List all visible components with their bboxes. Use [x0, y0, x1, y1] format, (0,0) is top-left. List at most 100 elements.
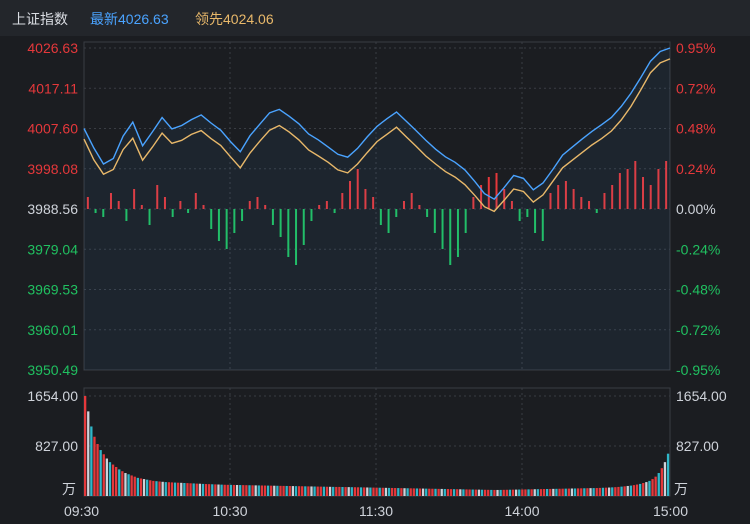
volume-bar — [601, 487, 605, 496]
volume-bar — [322, 486, 326, 496]
volume-bar — [350, 487, 353, 496]
volume-bar — [217, 484, 220, 496]
breadth-bar — [426, 209, 429, 217]
volume-bar — [511, 489, 515, 496]
volume-bar — [592, 488, 595, 496]
price-lines — [83, 47, 671, 370]
volume-bar — [211, 484, 214, 496]
volume-bar — [257, 485, 260, 496]
volume-bar — [266, 485, 270, 496]
breadth-bar — [441, 209, 444, 249]
volume-bar — [155, 481, 158, 496]
breadth-bar — [287, 209, 290, 257]
percent-tick-right: -0.48% — [676, 282, 720, 298]
breadth-bar — [603, 193, 606, 209]
volume-bar — [226, 484, 229, 496]
volume-bar — [127, 474, 130, 496]
price-axis-right: 0.95% 0.72% 0.48% 0.24% 0.00% -0.24% -0.48% -0.… — [676, 40, 720, 378]
price-axis-left: 4026.63 4017.11 4007.60 3998.08 3988.56 3979.… — [27, 40, 78, 378]
breadth-bar — [241, 209, 244, 221]
volume-bar — [487, 489, 490, 496]
volume-bar — [359, 487, 363, 496]
breadth-bar — [510, 201, 513, 209]
series-line-latest — [83, 47, 671, 200]
breadth-bar — [456, 209, 459, 257]
volume-bar — [617, 486, 620, 496]
breadth-bar — [248, 201, 251, 209]
volume-bar — [394, 488, 397, 496]
volume-bar — [462, 489, 465, 496]
volume-bar — [595, 488, 598, 496]
volume-bar — [474, 489, 477, 496]
price-tick-left: 3979.04 — [27, 241, 78, 257]
breadth-bar — [233, 209, 236, 233]
breadth-bar — [642, 177, 645, 209]
volume-bar — [164, 482, 167, 496]
volume-bar — [387, 487, 391, 496]
breadth-bar — [94, 209, 97, 213]
volume-bar — [204, 484, 208, 496]
breadth-bar — [109, 193, 112, 209]
volume-bar — [328, 486, 332, 496]
breadth-bar — [588, 201, 591, 209]
volume-unit-left: 万 — [62, 481, 76, 497]
volume-bar — [90, 426, 93, 496]
volume-bar — [347, 487, 350, 496]
volume-bar — [133, 476, 136, 496]
volume-bar — [270, 485, 273, 496]
volume-bar — [167, 482, 171, 496]
volume-bar — [521, 489, 524, 496]
breadth-bar — [480, 185, 483, 209]
volume-bar — [319, 486, 322, 496]
volume-bar — [338, 486, 341, 496]
volume-bar — [108, 462, 112, 496]
breadth-bar — [117, 201, 120, 209]
volume-bar — [183, 483, 186, 496]
volume-bar — [403, 488, 406, 496]
time-tick: 11:30 — [359, 503, 393, 519]
volume-bar — [304, 486, 307, 496]
volume-bar — [576, 488, 580, 496]
volume-bar — [142, 479, 146, 496]
breadth-bars — [86, 161, 668, 265]
volume-bar — [285, 485, 288, 496]
volume-bar — [654, 476, 657, 496]
breadth-bar — [333, 209, 336, 213]
volume-bar — [561, 488, 564, 496]
chart-header — [0, 0, 750, 36]
latest-label: 最新4026.63 — [90, 11, 169, 27]
volume-bar — [648, 480, 651, 496]
volume-bar — [173, 482, 177, 496]
breadth-bar — [495, 173, 498, 209]
volume-bar — [366, 487, 369, 496]
volume-bar — [589, 488, 592, 496]
volume-bar — [102, 454, 105, 496]
breadth-bar — [295, 209, 298, 265]
volume-bar — [642, 483, 645, 496]
volume-bar — [242, 485, 245, 496]
volume-bar — [301, 486, 304, 496]
volume-bar — [583, 488, 586, 496]
breadth-bar — [549, 193, 552, 209]
volume-bar — [552, 488, 555, 496]
volume-bar — [663, 462, 667, 496]
volume-bar — [530, 489, 533, 496]
volume-grid — [83, 387, 671, 497]
volume-bar — [418, 488, 422, 496]
volume-bar — [279, 485, 282, 496]
breadth-bar — [503, 189, 506, 209]
breadth-bar — [256, 197, 259, 209]
volume-bar — [539, 489, 543, 496]
breadth-bar — [102, 209, 105, 217]
volume-bar — [180, 482, 183, 496]
volume-bar — [412, 488, 415, 496]
breadth-bar — [364, 189, 367, 209]
percent-tick-right: -0.72% — [676, 322, 720, 338]
volume-bar — [459, 489, 462, 496]
breadth-bar — [133, 189, 136, 209]
breadth-bar — [341, 193, 344, 209]
breadth-bar — [302, 209, 305, 245]
volume-bar — [611, 487, 614, 496]
breadth-bar — [210, 209, 213, 229]
volume-bar — [632, 485, 636, 496]
